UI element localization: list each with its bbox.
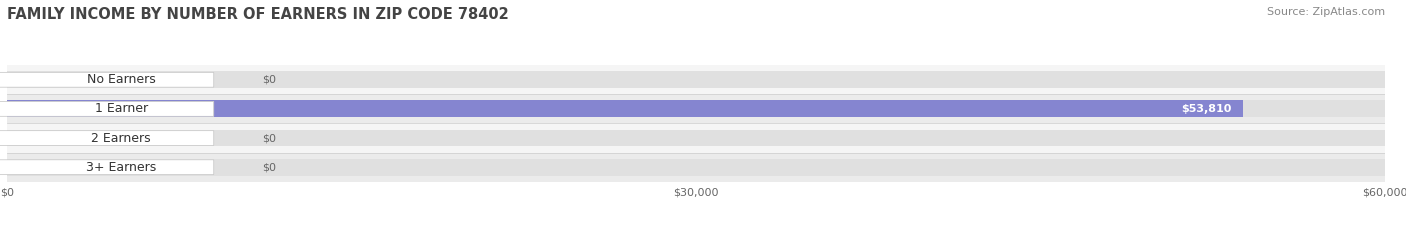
- FancyBboxPatch shape: [0, 102, 214, 116]
- Text: $0: $0: [262, 133, 276, 143]
- FancyBboxPatch shape: [0, 160, 214, 175]
- Bar: [7, 71, 1385, 88]
- Bar: [7, 65, 1385, 94]
- Text: Source: ZipAtlas.com: Source: ZipAtlas.com: [1267, 7, 1385, 17]
- Bar: [7, 100, 1243, 117]
- Text: 3+ Earners: 3+ Earners: [86, 161, 156, 174]
- Bar: [7, 94, 1385, 123]
- Text: $0: $0: [262, 162, 276, 172]
- Text: $53,810: $53,810: [1181, 104, 1232, 114]
- Bar: [7, 153, 1385, 182]
- FancyBboxPatch shape: [0, 72, 214, 87]
- Text: FAMILY INCOME BY NUMBER OF EARNERS IN ZIP CODE 78402: FAMILY INCOME BY NUMBER OF EARNERS IN ZI…: [7, 7, 509, 22]
- Bar: [7, 100, 1385, 117]
- Text: $0: $0: [262, 75, 276, 85]
- Bar: [7, 123, 1385, 153]
- Bar: [7, 159, 1385, 176]
- FancyBboxPatch shape: [0, 131, 214, 145]
- Text: No Earners: No Earners: [87, 73, 156, 86]
- Bar: [7, 130, 1385, 147]
- Text: 1 Earner: 1 Earner: [94, 103, 148, 115]
- Text: 2 Earners: 2 Earners: [91, 132, 150, 144]
